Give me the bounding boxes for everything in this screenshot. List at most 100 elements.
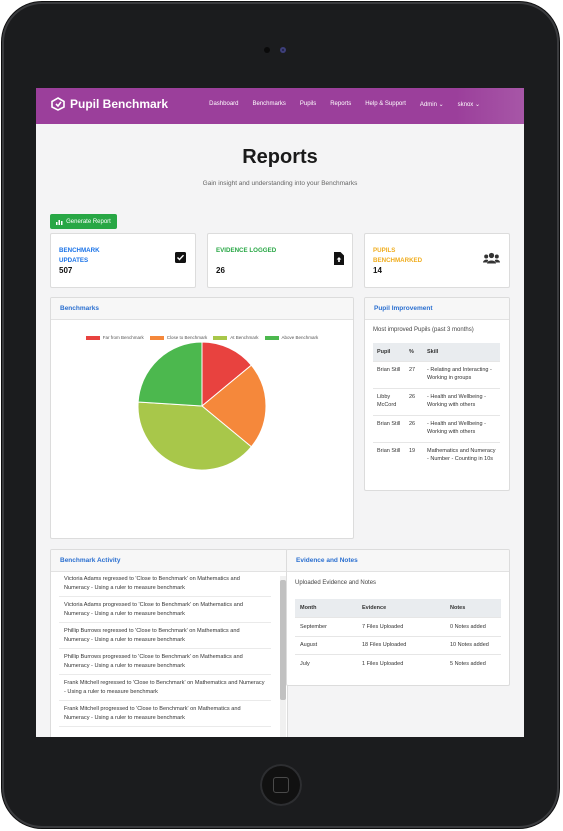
benchmark-activity-card: Benchmark Activity Victoria Adams regres… (50, 549, 288, 737)
percent-cell: 26 (405, 415, 423, 443)
pie-slice-close-to-benchmark[interactable] (201, 364, 267, 448)
pupil-cell: Brian Still (373, 361, 405, 389)
pie-slice-above-benchmark[interactable] (137, 341, 203, 407)
nav-benchmarks[interactable]: Benchmarks (252, 101, 286, 107)
pie-slice-far-from-benchmark[interactable] (201, 341, 253, 408)
screen: Pupil Benchmark Dashboard Benchmarks Pup… (36, 88, 524, 737)
evidence-table: Month Evidence Notes September 7 Files U… (295, 599, 501, 673)
notes-cell: 10 Notes added (445, 635, 501, 655)
legend-swatch (213, 335, 228, 340)
stat-card-benchmark-updates: BENCHMARK UPDATES 507 (50, 233, 196, 288)
legend-swatch (149, 335, 164, 340)
table-row: Libby McCord 26 - Health and Wellbeing -… (373, 388, 500, 416)
activity-list[interactable]: Victoria Adams regressed to 'Close to Be… (59, 571, 271, 727)
navbar-shine (456, 88, 524, 124)
file-upload-icon (334, 252, 344, 265)
brand-name: Pupil Benchmark (70, 97, 169, 111)
legend-label: Close to Benchmark (166, 335, 208, 340)
home-button[interactable] (260, 764, 302, 806)
list-item: Phillip Burrows regressed to 'Close to B… (59, 623, 271, 649)
activity-scrollbar[interactable] (280, 576, 286, 737)
col-header: Notes (445, 599, 501, 618)
pupil-improvement-table: Pupil % Skill Brian Still 27 - Relating … (373, 343, 500, 469)
list-item: Frank Mitchell progressed to 'Close to B… (59, 701, 271, 727)
nav-links: Dashboard Benchmarks Pupils Reports Help… (209, 101, 480, 108)
home-square-icon (273, 777, 289, 793)
percent-cell: 19 (405, 442, 423, 469)
col-header: Evidence (357, 599, 445, 618)
skill-cell: Mathematics and Numeracy - Number - Coun… (423, 442, 500, 469)
skill-cell: - Health and Wellbeing - Working with ot… (423, 388, 500, 416)
stat-label: BENCHMARK UPDATES (59, 247, 100, 264)
month-cell: August (295, 635, 357, 655)
list-item: Victoria Adams regressed to 'Close to Be… (59, 571, 271, 597)
legend-item[interactable]: At Benchmark (213, 335, 259, 340)
card-intro: Uploaded Evidence and Notes (295, 580, 377, 586)
evidence-notes-card: Evidence and Notes Uploaded Evidence and… (286, 549, 510, 686)
evidence-cell: 7 Files Uploaded (357, 617, 445, 636)
benchmarks-card: Benchmarks Far from Benchmark Close to B… (50, 297, 354, 539)
col-header: Skill (423, 343, 500, 362)
table-row: Brian Still 27 - Relating and Interactin… (373, 361, 500, 389)
card-intro: Most improved Pupils (past 3 months) (373, 327, 474, 333)
legend-item[interactable]: Close to Benchmark (149, 335, 208, 340)
navbar: Pupil Benchmark Dashboard Benchmarks Pup… (36, 88, 524, 124)
stat-card-evidence-logged: EVIDENCE LOGGED 26 (207, 233, 353, 288)
legend-item[interactable]: Above Benchmark (264, 335, 318, 340)
legend-item[interactable]: Far from Benchmark (85, 335, 144, 340)
stat-label: PUPILS BENCHMARKED (373, 247, 423, 264)
nav-pupils[interactable]: Pupils (299, 101, 317, 107)
notes-cell: 0 Notes added (445, 617, 501, 636)
check-square-icon (175, 252, 186, 263)
pie-chart (137, 341, 267, 471)
pupil-cell: Libby McCord (373, 388, 405, 416)
month-cell: September (295, 617, 357, 636)
card-title: Pupil Improvement (365, 298, 509, 320)
legend-label: Far from Benchmark (102, 335, 144, 340)
page-title: Reports (242, 146, 318, 168)
nav-reports[interactable]: Reports (330, 101, 352, 107)
pie-slice-at-benchmark[interactable] (137, 401, 253, 471)
legend-label: At Benchmark (230, 335, 259, 340)
page-subtitle: Gain insight and understanding into your… (202, 180, 358, 187)
col-header: Pupil (373, 343, 405, 362)
bar-chart-icon (56, 219, 63, 225)
col-header: % (405, 343, 423, 362)
nav-user-dropdown[interactable]: sknox ⌄ (457, 102, 480, 108)
list-item: Phillip Burrows progressed to 'Close to … (59, 649, 271, 675)
month-cell: July (295, 654, 357, 673)
skill-cell: - Relating and Interacting - Working in … (423, 361, 500, 389)
legend-swatch (264, 335, 279, 340)
evidence-cell: 18 Files Uploaded (357, 635, 445, 655)
table-row: Brian Still 26 - Health and Wellbeing - … (373, 415, 500, 443)
brand-logo[interactable]: Pupil Benchmark (51, 97, 168, 111)
logo-icon (51, 97, 65, 111)
percent-cell: 27 (405, 361, 423, 389)
card-title: Benchmarks (51, 298, 353, 320)
stat-value: 26 (216, 266, 225, 275)
generate-report-button[interactable]: Generate Report (50, 214, 117, 229)
nav-admin-dropdown[interactable]: Admin ⌄ (419, 102, 444, 108)
table-row: September 7 Files Uploaded 0 Notes added (295, 617, 501, 636)
nav-dashboard[interactable]: Dashboard (209, 101, 239, 107)
table-row: Brian Still 19 Mathematics and Numeracy … (373, 442, 500, 469)
percent-cell: 26 (405, 388, 423, 416)
table-header-row: Pupil % Skill (373, 343, 500, 362)
pupil-cell: Brian Still (373, 415, 405, 443)
notes-cell: 5 Notes added (445, 654, 501, 673)
scrollbar-thumb[interactable] (280, 580, 286, 700)
card-title: Evidence and Notes (287, 550, 509, 572)
legend-swatch (85, 335, 100, 340)
stat-value: 507 (59, 266, 73, 275)
col-header: Month (295, 599, 357, 618)
nav-help[interactable]: Help & Support (365, 101, 406, 107)
stat-value: 14 (373, 266, 382, 275)
pupil-cell: Brian Still (373, 442, 405, 469)
table-row: July 1 Files Uploaded 5 Notes added (295, 654, 501, 673)
skill-cell: - Health and Wellbeing - Working with ot… (423, 415, 500, 443)
generate-report-label: Generate Report (66, 218, 111, 225)
stat-label: EVIDENCE LOGGED (216, 247, 277, 254)
users-icon (483, 252, 500, 264)
list-item: Frank Mitchell regressed to 'Close to Be… (59, 675, 271, 701)
table-header-row: Month Evidence Notes (295, 599, 501, 618)
